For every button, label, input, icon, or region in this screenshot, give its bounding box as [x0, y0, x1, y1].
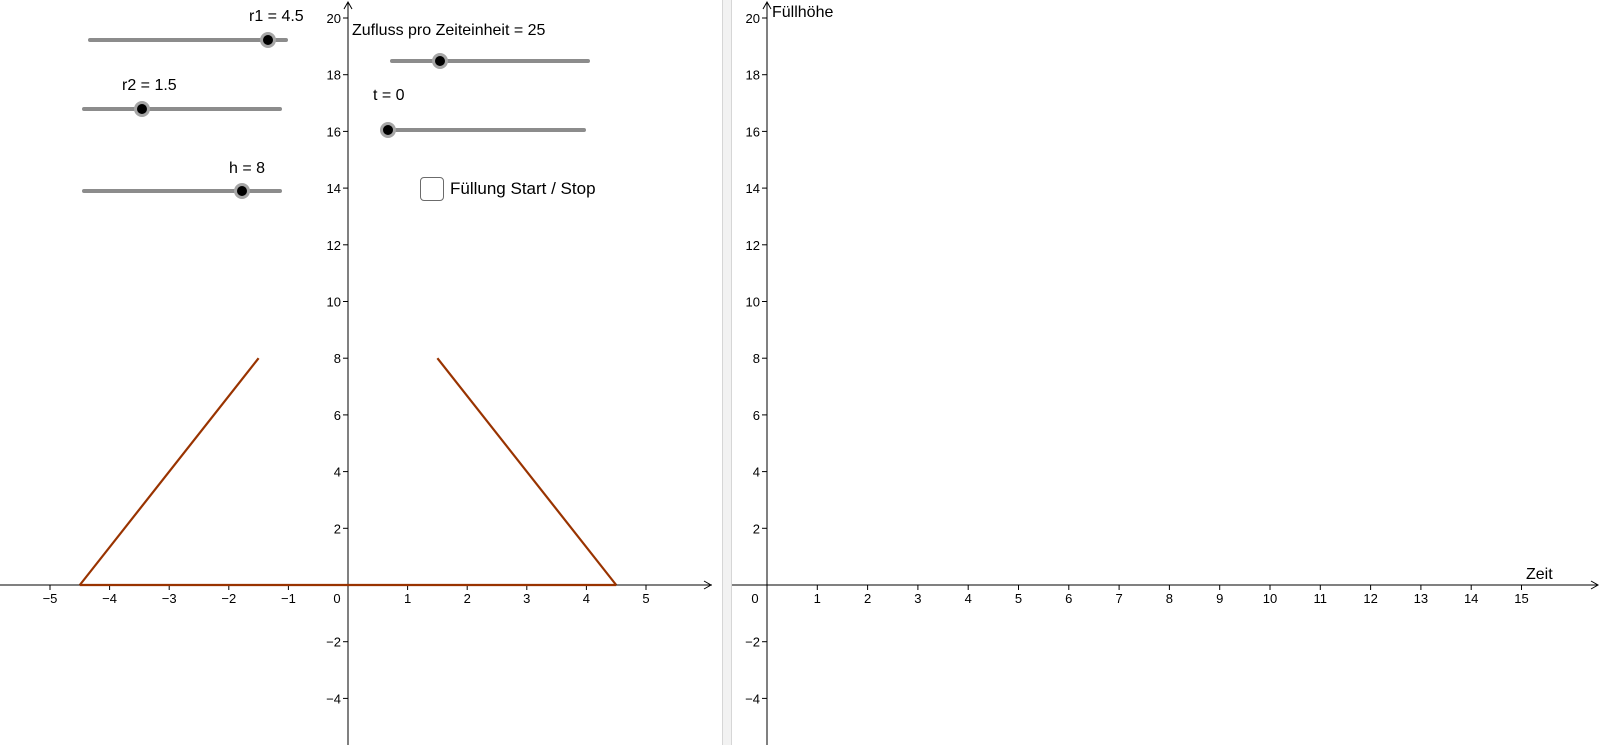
x-axis-label: Zeit: [1526, 566, 1553, 583]
x-tick-label: 3: [523, 591, 530, 606]
x-tick-label: 1: [814, 591, 821, 606]
y-tick-label: 10: [327, 295, 341, 310]
vessel-right-wall: [436, 357, 618, 586]
y-axis-arrow: [762, 0, 772, 10]
y-tick-label: 4: [334, 465, 341, 480]
slider-h-label: h = 8: [229, 160, 266, 177]
slider-zufluss[interactable]: [390, 53, 590, 69]
x-tick-label: 13: [1414, 591, 1428, 606]
x-axis-arrow: [703, 580, 713, 590]
y-tick-label: 18: [327, 68, 341, 83]
slider-zufluss-track[interactable]: [390, 59, 590, 63]
y-tick-label: 20: [746, 11, 760, 26]
y-tick-label: −4: [745, 691, 760, 706]
slider-r2-track[interactable]: [82, 107, 282, 111]
y-tick-label: 2: [334, 521, 341, 536]
slider-t-track[interactable]: [388, 128, 586, 132]
x-tick-label: 8: [1166, 591, 1173, 606]
slider-r1-knob[interactable]: [260, 32, 276, 48]
vessel-left-wall: [78, 357, 260, 586]
x-tick-label: 2: [864, 591, 871, 606]
y-tick-label: 10: [746, 295, 760, 310]
slider-h[interactable]: [82, 183, 282, 199]
x-tick-label: −2: [221, 591, 236, 606]
x-tick-label: −5: [43, 591, 58, 606]
slider-t-knob[interactable]: [380, 122, 396, 138]
slider-h-knob[interactable]: [234, 183, 250, 199]
y-tick-label: 6: [753, 408, 760, 423]
slider-t[interactable]: [380, 122, 586, 138]
fill-start-stop-checkbox[interactable]: [420, 177, 444, 201]
x-tick-label: 14: [1464, 591, 1478, 606]
y-tick-label: −4: [326, 691, 341, 706]
x-tick-label: 10: [1263, 591, 1277, 606]
x-tick-label: 5: [642, 591, 649, 606]
slider-r1-label: r1 = 4.5: [249, 8, 304, 25]
fill-start-stop-checkbox-row[interactable]: Füllung Start / Stop: [420, 177, 596, 201]
y-tick-label: 14: [746, 181, 760, 196]
slider-r2-label: r2 = 1.5: [122, 77, 177, 94]
slider-zufluss-label: Zufluss pro Zeiteinheit = 25: [352, 22, 546, 39]
x-tick-label: 15: [1514, 591, 1528, 606]
x-tick-label: 5: [1015, 591, 1022, 606]
y-tick-label: −2: [745, 635, 760, 650]
y-tick-label: 2: [753, 521, 760, 536]
y-tick-label: 12: [746, 238, 760, 253]
right-coordinate-system: 1 2 3 4 5 6 7 8 9 10 11 12 13 14 150−4−224681012141618…: [732, 0, 1600, 745]
y-tick-label: 14: [327, 181, 341, 196]
y-axis-label: Füllhöhe: [772, 4, 834, 21]
x-tick-label: −3: [162, 591, 177, 606]
x-tick-label: 4: [583, 591, 590, 606]
slider-zufluss-knob[interactable]: [432, 53, 448, 69]
origin-label: 0: [751, 591, 758, 606]
graphics-view-right[interactable]: 1 2 3 4 5 6 7 8 9 10 11 12 13 14 15 0 −4 −2 2 4 6 8 10 12 14 16 18…: [732, 0, 1600, 745]
x-tick-label: −4: [102, 591, 117, 606]
x-tick-label: 12: [1363, 591, 1377, 606]
slider-r1-track[interactable]: [88, 38, 288, 42]
x-tick-label: 0: [333, 591, 340, 606]
y-tick-label: −2: [326, 635, 341, 650]
y-tick-label: 12: [327, 238, 341, 253]
slider-h-track[interactable]: [82, 189, 282, 193]
x-tick-label: 2: [464, 591, 471, 606]
y-tick-label: 18: [746, 68, 760, 83]
x-tick-label: 9: [1216, 591, 1223, 606]
slider-r2[interactable]: [82, 101, 282, 117]
x-tick-label: 4: [965, 591, 972, 606]
graphics-view-left[interactable]: −5 −4 −3 −2 −1 0 1 2 3 4 5 −4 −2 2 4 6 8 10 12 14 16 18 20 r1 …: [0, 0, 722, 745]
y-tick-label: 4: [753, 465, 760, 480]
slider-r2-knob[interactable]: [134, 101, 150, 117]
y-tick-label: 6: [334, 408, 341, 423]
x-tick-label: 7: [1115, 591, 1122, 606]
y-axis-arrow: [343, 0, 353, 10]
slider-t-label: t = 0: [373, 87, 405, 104]
x-tick-label: 11: [1314, 591, 1328, 606]
slider-r1[interactable]: [88, 32, 288, 48]
y-tick-label: 20: [327, 11, 341, 26]
view-divider[interactable]: [722, 0, 732, 745]
y-tick-label: 8: [753, 351, 760, 366]
y-tick-label: 8: [334, 351, 341, 366]
x-tick-label: 3: [914, 591, 921, 606]
y-tick-label: 16: [327, 124, 341, 139]
x-axis-arrow: [1590, 580, 1600, 590]
y-tick-label: 16: [746, 124, 760, 139]
x-tick-label: 1: [404, 591, 411, 606]
fill-start-stop-label[interactable]: Füllung Start / Stop: [450, 179, 596, 198]
x-tick-label: 6: [1065, 591, 1072, 606]
x-tick-label: −1: [281, 591, 296, 606]
